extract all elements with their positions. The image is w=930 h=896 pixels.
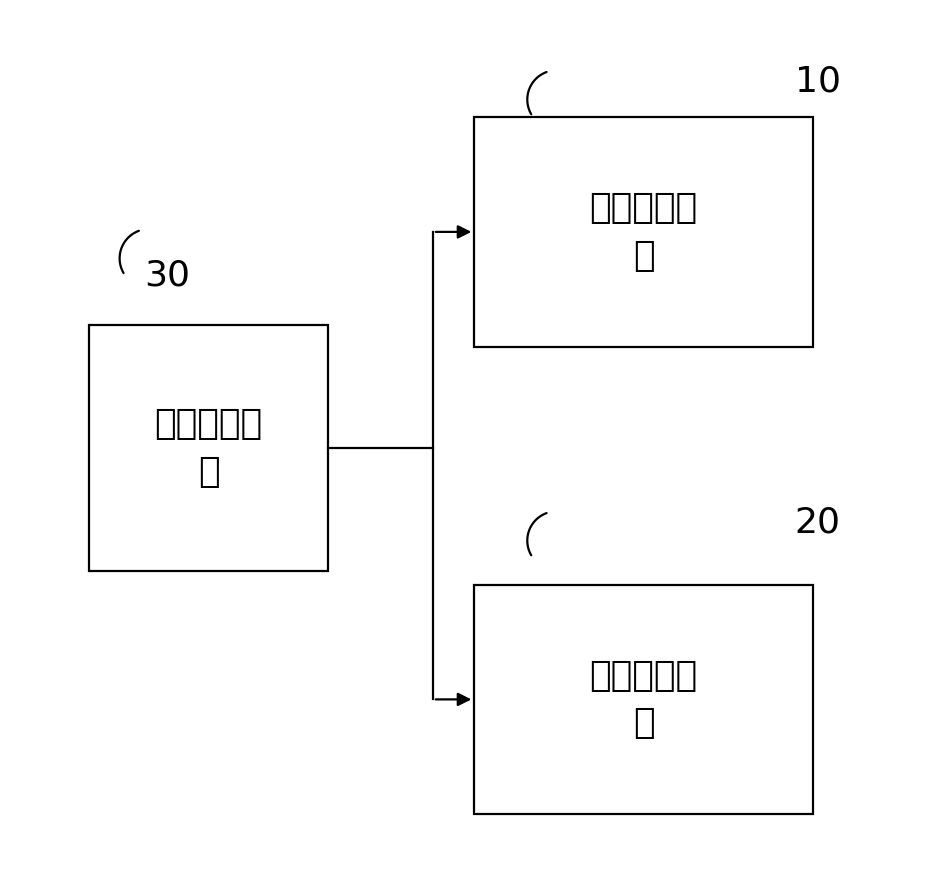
Bar <box>89 324 327 572</box>
Text: 声波接收模
块: 声波接收模 块 <box>590 659 698 740</box>
Text: 控制计算模
块: 控制计算模 块 <box>154 408 262 488</box>
Text: 30: 30 <box>144 259 191 293</box>
Bar <box>474 585 813 814</box>
Text: 声波发生模
块: 声波发生模 块 <box>590 191 698 272</box>
Text: 20: 20 <box>795 506 841 540</box>
Text: 10: 10 <box>795 65 841 99</box>
Bar <box>474 117 813 347</box>
